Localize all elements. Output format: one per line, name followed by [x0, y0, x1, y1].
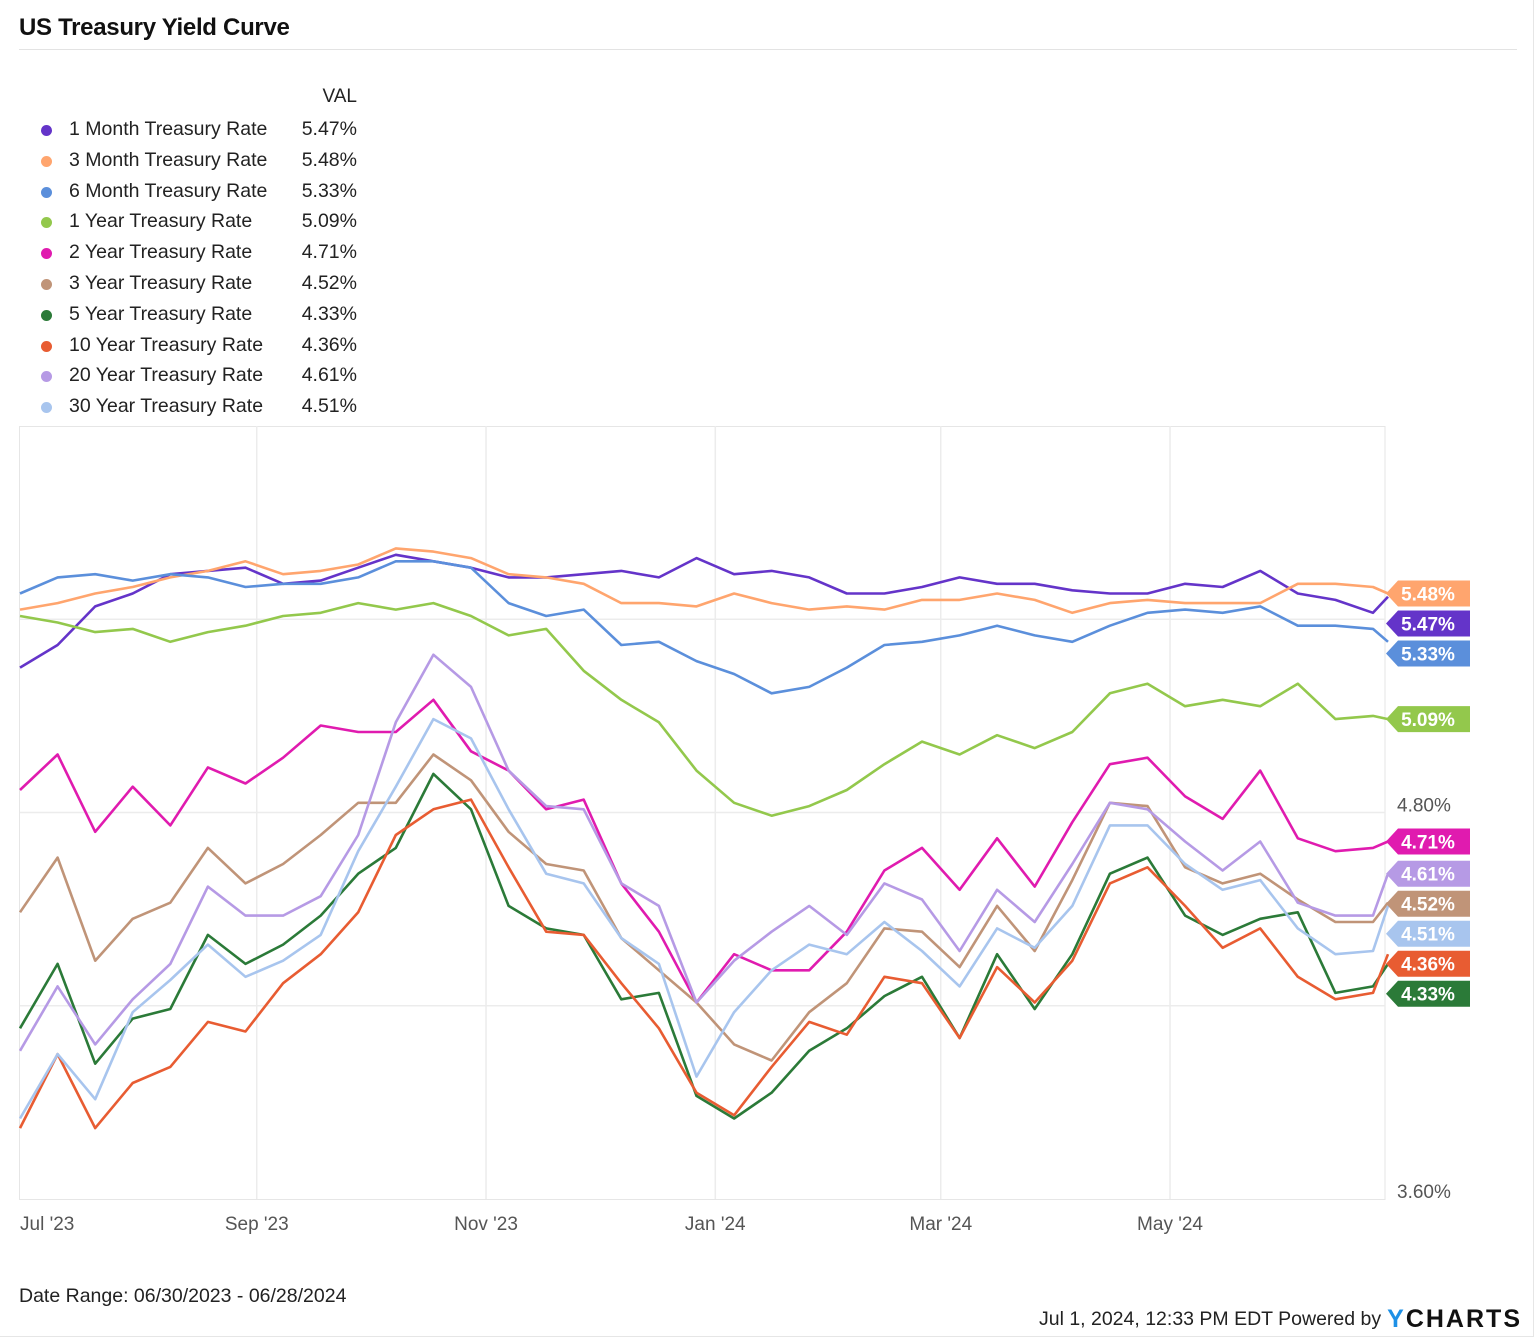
- legend-dot-icon: [41, 186, 52, 198]
- series-line-3-year-treasury-rate: [18, 753, 1390, 1062]
- end-value-tag: 4.61%: [1386, 860, 1470, 887]
- legend-item[interactable]: 1 Month Treasury Rate 5.47%: [30, 116, 360, 142]
- series-line-6-month-treasury-rate: [19, 559, 1389, 695]
- series-line-2-year-treasury-rate: [19, 698, 1389, 1004]
- x-tick-label: May '24: [1137, 1214, 1203, 1235]
- series-line-3-month-treasury-rate: [19, 547, 1389, 615]
- end-value-tag-text: 4.52%: [1401, 895, 1455, 916]
- legend-item[interactable]: 1 Year Treasury Rate 5.09%: [30, 208, 360, 234]
- end-value-tag: 5.47%: [1386, 610, 1470, 637]
- series-line-10-year-treasury-rate: [18, 798, 1390, 1130]
- legend-value: 4.36%: [301, 333, 357, 356]
- legend-dot-icon: [41, 125, 52, 136]
- end-value-tag-bg: [1386, 950, 1470, 977]
- end-value-tag-bg: [1386, 860, 1470, 887]
- end-value-tag-bg: [1386, 890, 1470, 917]
- series-line-30-year-treasury-rate: [18, 717, 1390, 1120]
- end-value-tag: 5.48%: [1386, 580, 1470, 607]
- legend-label: 3 Year Treasury Rate: [69, 272, 253, 294]
- end-value-tag-bg: [1386, 580, 1470, 607]
- end-value-tag-text: 4.51%: [1401, 925, 1455, 946]
- legend-value: 4.52%: [301, 272, 357, 294]
- legend-dot-icon: [41, 248, 52, 260]
- end-value-tag-bg: [1386, 828, 1470, 855]
- legend-item[interactable]: 3 Month Treasury Rate 5.48%: [30, 147, 360, 173]
- chart-title: US Treasury Yield Curve: [19, 14, 290, 41]
- series-line-1-month-treasury-rate: [19, 553, 1389, 669]
- end-value-tag-text: 5.09%: [1401, 710, 1455, 731]
- legend-item[interactable]: 5 Year Treasury Rate 4.33%: [30, 301, 360, 327]
- end-value-tag-bg: [1386, 706, 1470, 733]
- timestamp: Jul 1, 2024, 12:33 PM EDT Powered by: [1038, 1308, 1382, 1330]
- legend-dot-icon: [41, 371, 52, 383]
- legend-dot-icon: [41, 279, 52, 290]
- x-tick-label: Jan '24: [685, 1214, 746, 1235]
- end-value-tag-text: 5.33%: [1401, 644, 1455, 665]
- x-tick-label: Jul '23: [20, 1214, 74, 1235]
- series-line-20-year-treasury-rate: [18, 653, 1390, 1052]
- legend-label: 30 Year Treasury Rate: [69, 395, 264, 418]
- legend-value: 5.33%: [301, 179, 357, 202]
- end-value-tag-text: 4.61%: [1401, 865, 1455, 886]
- end-value-tag-bg: [1386, 920, 1470, 947]
- legend-label: 6 Month Treasury Rate: [69, 179, 268, 202]
- end-value-tag-bg: [1386, 640, 1470, 667]
- end-value-tag: 4.71%: [1386, 828, 1470, 855]
- legend-value: 5.47%: [301, 118, 357, 140]
- legend-dot-icon: [41, 309, 52, 321]
- legend-label: 1 Year Treasury Rate: [69, 210, 253, 233]
- legend-item[interactable]: 20 Year Treasury Rate 4.61%: [30, 362, 360, 388]
- legend-label: 2 Year Treasury Rate: [69, 241, 253, 264]
- end-value-tag-text: 4.36%: [1401, 955, 1455, 976]
- y-tick-label: 4.80%: [1397, 796, 1451, 817]
- legend-value: 4.61%: [301, 364, 357, 387]
- legend-dot-icon: [41, 217, 52, 229]
- series-line-5-year-treasury-rate: [18, 772, 1390, 1120]
- end-value-tag: 4.36%: [1386, 950, 1470, 977]
- end-value-tag: 4.52%: [1386, 890, 1470, 917]
- legend-dot-icon: [41, 155, 52, 167]
- legend-label: 20 Year Treasury Rate: [69, 364, 264, 387]
- end-value-tag: 4.33%: [1386, 980, 1470, 1007]
- end-value-tag-bg: [1386, 980, 1470, 1007]
- legend-value: 5.48%: [301, 148, 357, 171]
- footer-attribution: Jul 1, 2024, 12:33 PM EDT Powered by YCH…: [1039, 1305, 1522, 1334]
- legend-label: 5 Year Treasury Rate: [69, 302, 253, 325]
- end-value-tag: 5.09%: [1386, 706, 1470, 733]
- title-divider: [19, 49, 1517, 50]
- x-tick-label: Sep '23: [225, 1214, 289, 1235]
- ycharts-logo[interactable]: YCHARTS: [1387, 1305, 1522, 1333]
- x-tick-label: Mar '24: [909, 1214, 972, 1235]
- legend-dot-icon: [41, 402, 52, 414]
- legend-value: 4.33%: [301, 302, 357, 325]
- legend-item[interactable]: 6 Month Treasury Rate 5.33%: [30, 178, 360, 204]
- series-line-1-year-treasury-rate: [19, 601, 1389, 818]
- legend-label: 1 Month Treasury Rate: [69, 118, 268, 140]
- x-tick-label: Nov '23: [454, 1214, 518, 1235]
- y-tick-label: 3.60%: [1397, 1182, 1451, 1203]
- legend-item[interactable]: 3 Year Treasury Rate 4.52%: [30, 270, 360, 296]
- end-value-tag: 4.51%: [1386, 920, 1470, 947]
- end-value-tag-text: 5.48%: [1401, 584, 1455, 605]
- end-value-tag-text: 4.71%: [1401, 832, 1455, 853]
- legend-label: 3 Month Treasury Rate: [69, 148, 268, 171]
- legend-item[interactable]: 30 Year Treasury Rate 4.51%: [30, 393, 360, 419]
- date-range: Date Range: 06/30/2023 - 06/28/2024: [19, 1285, 347, 1307]
- end-value-tag-bg: [1386, 610, 1470, 637]
- legend-dot-icon: [41, 340, 52, 352]
- end-value-tag-text: 5.47%: [1401, 614, 1455, 635]
- legend-value: 4.51%: [301, 395, 357, 418]
- legend-label: 10 Year Treasury Rate: [69, 333, 264, 356]
- legend-value-header: VAL: [322, 86, 357, 107]
- end-value-tag-text: 4.33%: [1401, 985, 1455, 1006]
- legend-value: 5.09%: [301, 210, 357, 233]
- legend-value: 4.71%: [301, 241, 357, 264]
- end-value-tag: 5.33%: [1386, 640, 1470, 667]
- legend-item[interactable]: 10 Year Treasury Rate 4.36%: [30, 332, 360, 358]
- legend-item[interactable]: 2 Year Treasury Rate 4.71%: [30, 239, 360, 265]
